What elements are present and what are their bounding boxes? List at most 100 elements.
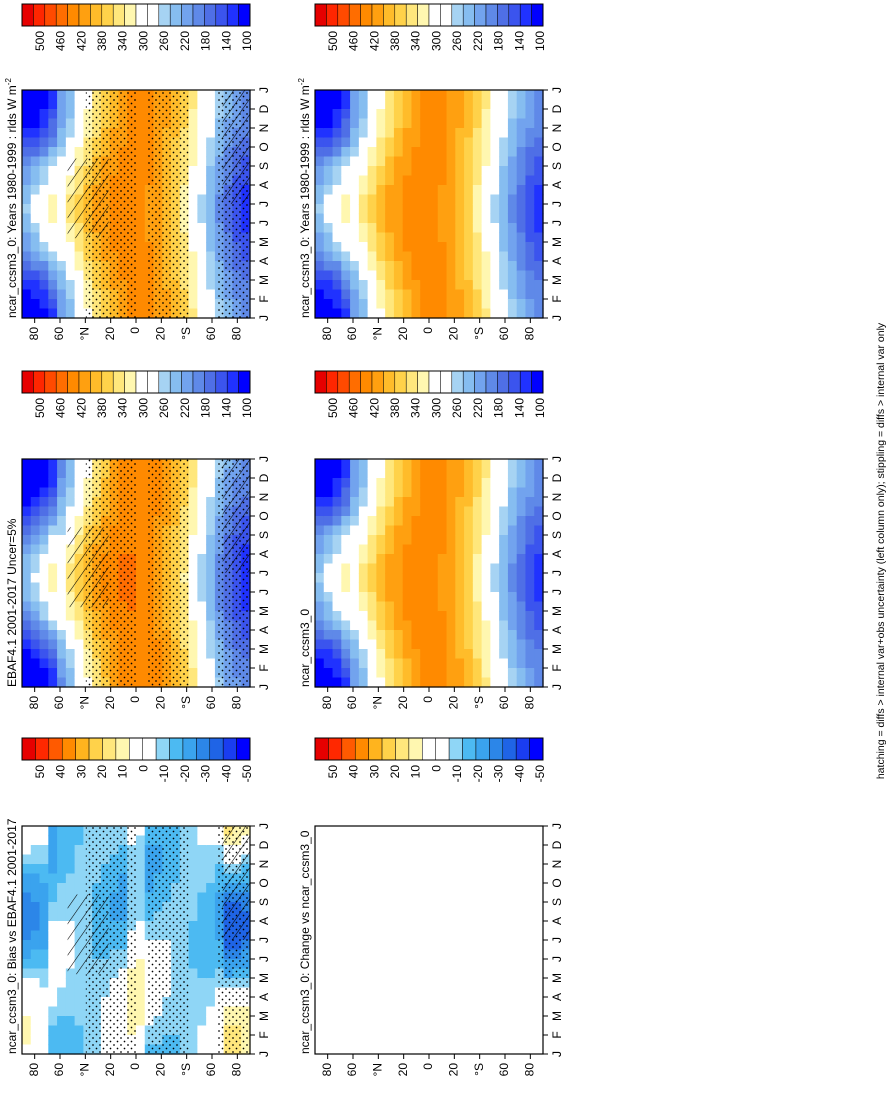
heatmap-cell: [376, 997, 386, 1008]
heatmap-cell: [516, 270, 527, 281]
heatmap-cell: [481, 921, 491, 932]
heatmap-cell: [323, 873, 334, 884]
lat-tick-label: °S: [472, 1063, 486, 1076]
colorbar-swatch: [169, 370, 182, 394]
heatmap-cell: [490, 949, 500, 960]
heatmap-cell: [74, 677, 84, 688]
heatmap-cell: [22, 204, 32, 215]
heatmap-cell: [385, 554, 395, 565]
heatmap-cell: [472, 1016, 483, 1027]
heatmap-cell: [197, 90, 207, 101]
heatmap-cell: [420, 516, 430, 527]
heatmap-cell: [525, 835, 535, 846]
heatmap-cell: [429, 185, 439, 196]
heatmap-cell: [188, 968, 198, 979]
heatmap-cell: [472, 308, 483, 319]
heatmap-cell: [411, 630, 421, 641]
heatmap-cell: [323, 194, 334, 205]
heatmap-cell: [341, 911, 351, 922]
heatmap-cell: [48, 478, 58, 489]
heatmap-cell: [341, 109, 351, 120]
heatmap-cell: [358, 251, 369, 262]
colorbar-label: 340: [409, 398, 423, 418]
heatmap-cell: [65, 845, 76, 856]
heatmap-cell: [464, 270, 474, 281]
heatmap-cell: [323, 299, 334, 310]
colorbar-swatch: [383, 370, 396, 394]
heatmap-cell: [499, 601, 509, 612]
heatmap-cell: [48, 308, 58, 319]
heatmap-cell: [490, 892, 500, 903]
heatmap-cell: [350, 997, 360, 1008]
heatmap-cell: [464, 968, 474, 979]
heatmap-cell: [367, 601, 377, 612]
heatmap-cell: [30, 497, 41, 508]
heatmap-cell: [525, 137, 535, 148]
heatmap-cell: [490, 289, 500, 300]
heatmap-cell: [341, 516, 351, 527]
heatmap-cell: [402, 128, 413, 139]
heatmap-cell: [22, 978, 32, 989]
heatmap-cell: [385, 497, 395, 508]
heatmap-cell: [385, 639, 395, 650]
heatmap-cell: [30, 299, 41, 310]
colorbar-frame: [314, 737, 544, 761]
heatmap-cell: [350, 506, 360, 517]
heatmap-cell: [481, 308, 491, 319]
heatmap-cell: [393, 204, 404, 215]
heatmap-cell: [206, 1035, 216, 1046]
lat-tick-label: °N: [371, 327, 385, 340]
heatmap-cell: [323, 677, 334, 688]
heatmap-cell: [48, 902, 58, 913]
heatmap-cell: [39, 630, 49, 641]
heatmap-cell: [507, 959, 518, 970]
heatmap-cell: [188, 232, 198, 243]
colorbar-label: 10: [116, 765, 130, 779]
heatmap-cell: [455, 213, 465, 224]
heatmap-cell: [534, 251, 544, 262]
heatmap-cell: [323, 137, 334, 148]
heatmap-cell: [341, 299, 351, 310]
heatmap-cell: [30, 147, 41, 158]
heatmap-cell: [376, 459, 386, 470]
colorbar-swatch: [440, 3, 453, 27]
heatmap-cell: [332, 242, 342, 253]
heatmap-cell: [534, 1044, 544, 1055]
heatmap-cell: [534, 478, 544, 489]
heatmap-cell: [420, 242, 430, 253]
heatmap-cell: [39, 544, 49, 555]
heatmap-cell: [525, 525, 535, 536]
heatmap-cell: [323, 826, 334, 837]
heatmap-cell: [411, 911, 421, 922]
colorbar-label: 100: [533, 31, 547, 51]
heatmap-cell: [22, 959, 32, 970]
heatmap-cell: [315, 921, 325, 932]
heatmap-cell: [323, 997, 334, 1008]
heatmap-cell: [525, 649, 535, 660]
heatmap-cell: [57, 525, 67, 536]
heatmap-cell: [30, 232, 41, 243]
month-tick-label: J: [257, 956, 271, 962]
heatmap-cell: [39, 497, 49, 508]
heatmap-cell: [39, 1035, 49, 1046]
heatmap-cell: [534, 516, 544, 527]
heatmap-cell: [358, 902, 369, 913]
colorbar-swatch: [21, 3, 34, 27]
heatmap-cell: [393, 620, 404, 631]
colorbar-swatch: [489, 737, 504, 761]
colorbar-swatch: [337, 370, 350, 394]
lat-tick-label: °N: [78, 696, 92, 709]
heatmap-cell: [358, 118, 369, 129]
heatmap-cell: [437, 175, 448, 186]
heatmap-cell: [197, 289, 207, 300]
heatmap-cell: [437, 147, 448, 158]
heatmap-cell: [332, 940, 342, 951]
heatmap-cell: [315, 959, 325, 970]
heatmap-cell: [65, 677, 76, 688]
heatmap-cell: [358, 563, 369, 574]
heatmap-cell: [136, 213, 146, 224]
heatmap-cell: [499, 835, 509, 846]
heatmap-cell: [136, 166, 146, 177]
heatmap-cell: [57, 1025, 67, 1036]
heatmap-cell: [385, 289, 395, 300]
